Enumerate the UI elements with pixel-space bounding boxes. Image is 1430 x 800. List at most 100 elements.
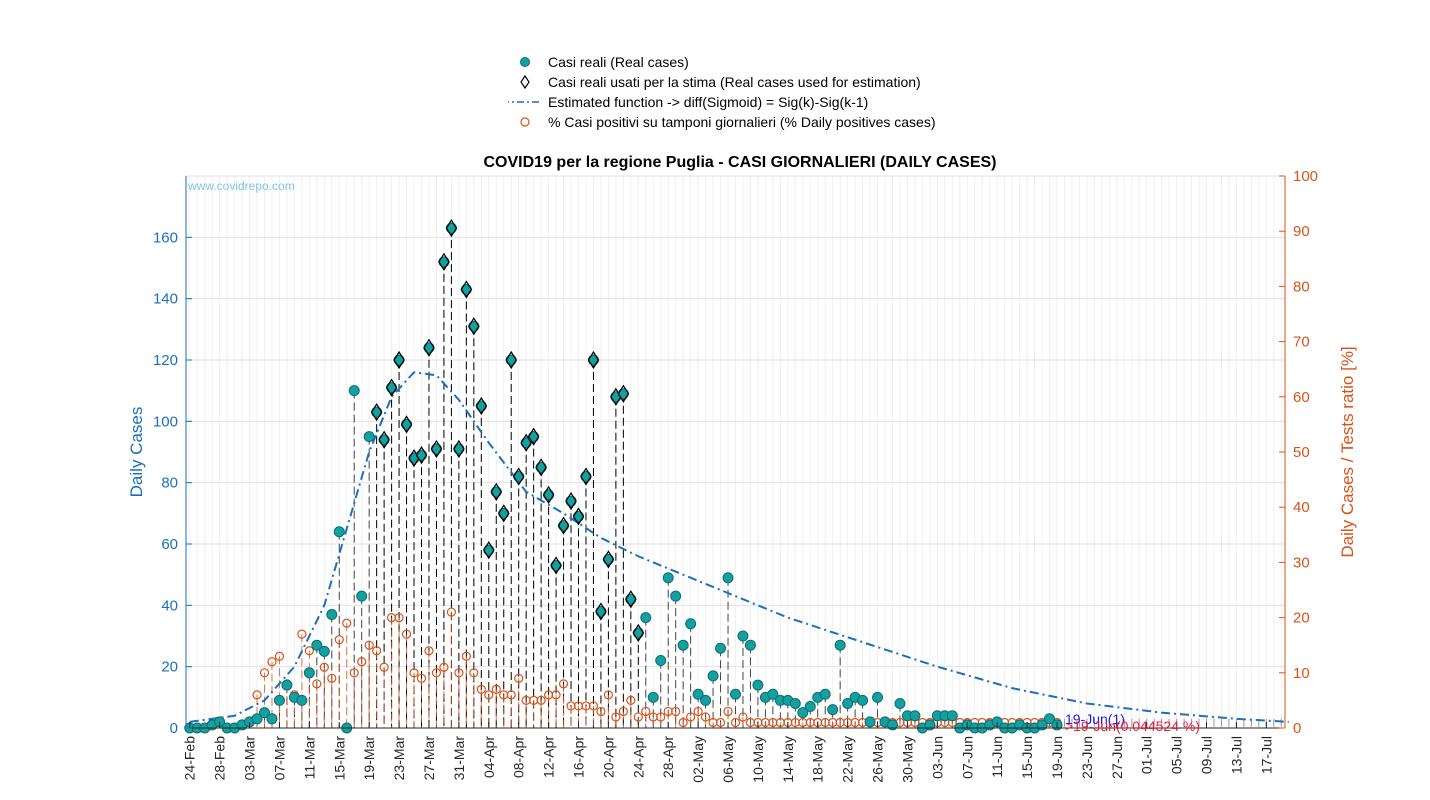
real-case-point	[356, 590, 368, 602]
real-case-point	[887, 719, 898, 731]
y-tick-label-left: 0	[170, 720, 178, 737]
positive-pct-point	[715, 717, 726, 728]
real-case-point	[273, 694, 285, 706]
positive-pct-point	[401, 629, 412, 639]
positive-pct-point	[297, 629, 307, 639]
x-tick-label: 30-May	[899, 736, 915, 783]
legend-item-positives: % Casi positivi su tamponi giornalieri (…	[508, 112, 988, 132]
positive-pct-point	[454, 668, 464, 678]
real-case-point	[348, 385, 360, 397]
real-case-point	[819, 688, 831, 700]
annotation-label: >19-Jun(0.044524 %)	[1065, 718, 1200, 734]
real-case-point	[1036, 719, 1048, 731]
legend-label-real: Casi reali (Real cases)	[548, 54, 689, 70]
x-tick-label: 23-Mar	[391, 736, 407, 781]
positive-pct-point	[304, 646, 314, 656]
positive-pct-point	[372, 646, 382, 656]
x-tick-label: 12-Apr	[541, 736, 557, 778]
x-tick-label: 11-Mar	[301, 736, 317, 780]
y-tick-label-left: 20	[161, 659, 178, 676]
positive-pct-point	[588, 701, 599, 711]
positive-pct-point	[349, 668, 359, 678]
legend-item-function: Estimated function -> diff(Sigmoid) = Si…	[508, 92, 988, 112]
x-tick-label: 06-May	[720, 736, 736, 783]
legend-label-positives: % Casi positivi su tamponi giornalieri (…	[548, 114, 936, 130]
x-tick-label: 07-Jun	[959, 736, 975, 779]
real-case-point	[259, 707, 270, 719]
estimation-point	[460, 280, 473, 299]
x-tick-label: 02-May	[690, 736, 706, 783]
y-tick-label-right: 80	[1293, 278, 1310, 295]
estimation-point	[602, 550, 615, 569]
positive-pct-point	[611, 712, 621, 722]
positive-pct-point	[686, 712, 696, 722]
positive-pct-point	[484, 690, 494, 700]
x-tick-label: 10-May	[750, 736, 766, 783]
estimation-point	[512, 467, 525, 486]
legend-label-function: Estimated function -> diff(Sigmoid) = Si…	[548, 94, 869, 110]
estimation-point	[453, 439, 465, 459]
dashdot-line-icon	[508, 101, 542, 103]
y-tick-label-right: 40	[1293, 499, 1310, 516]
estimation-point	[468, 317, 480, 336]
estimation-point	[565, 491, 577, 511]
x-tick-label: 01-Jul	[1139, 736, 1155, 774]
estimation-point	[393, 350, 405, 370]
real-case-point	[924, 719, 936, 731]
x-tick-label: 14-May	[780, 736, 796, 783]
real-case-point	[677, 639, 689, 651]
x-tick-label: 03-Jun	[929, 736, 945, 779]
estimation-point	[542, 485, 555, 505]
positive-pct-point	[267, 657, 277, 667]
y-tick-label-right: 60	[1293, 389, 1310, 406]
real-case-point	[685, 618, 697, 630]
positive-pct-point	[641, 706, 651, 717]
positive-pct-point	[312, 679, 322, 689]
y-tick-label-left: 40	[161, 597, 178, 614]
x-tick-label: 22-May	[840, 736, 856, 783]
estimation-point	[400, 415, 413, 434]
real-case-point	[722, 572, 734, 584]
real-case-point	[707, 670, 719, 682]
real-case-point	[303, 667, 315, 679]
real-case-point	[363, 431, 375, 443]
positive-pct-point	[656, 712, 666, 722]
y-tick-label-right: 70	[1293, 334, 1310, 351]
x-tick-label: 31-Mar	[451, 736, 467, 781]
estimation-point	[535, 458, 547, 477]
positive-pct-point	[461, 651, 471, 661]
real-case-point	[647, 691, 659, 703]
estimation-point	[423, 338, 435, 357]
x-tick-label: 17-Jul	[1258, 736, 1274, 774]
positive-pct-point	[476, 684, 486, 694]
estimation-point	[445, 219, 458, 238]
positive-pct-point	[252, 690, 262, 700]
positive-pct-point	[551, 690, 561, 700]
x-tick-label: 27-Mar	[421, 736, 437, 781]
real-case-point	[842, 697, 854, 709]
estimation-point	[483, 541, 495, 560]
y-tick-label-left: 60	[161, 536, 178, 553]
y-tick-label-right: 90	[1293, 223, 1310, 240]
real-case-point	[296, 694, 308, 706]
legend: Casi reali (Real cases) Casi reali usati…	[508, 52, 988, 132]
estimation-point	[625, 590, 637, 609]
real-case-point	[730, 688, 741, 700]
positive-pct-point	[416, 673, 427, 683]
positive-pct-point	[274, 651, 285, 661]
y-tick-label-left: 140	[153, 291, 178, 308]
positive-pct-point	[693, 706, 703, 717]
stem-lines	[211, 228, 1282, 728]
y-tick-label-right: 10	[1293, 665, 1310, 682]
positive-pct-point	[319, 662, 329, 672]
positive-pct-point	[536, 695, 546, 706]
estimation-point	[505, 350, 517, 370]
real-case-point	[251, 713, 263, 725]
x-tick-label: 16-Apr	[571, 736, 587, 778]
legend-label-estimation: Casi reali usati per la stima (Real case…	[548, 74, 921, 90]
positive-pct-point	[327, 673, 337, 683]
positive-pct-point	[723, 706, 733, 717]
estimation-point	[595, 602, 607, 621]
real-case-point	[692, 688, 704, 700]
